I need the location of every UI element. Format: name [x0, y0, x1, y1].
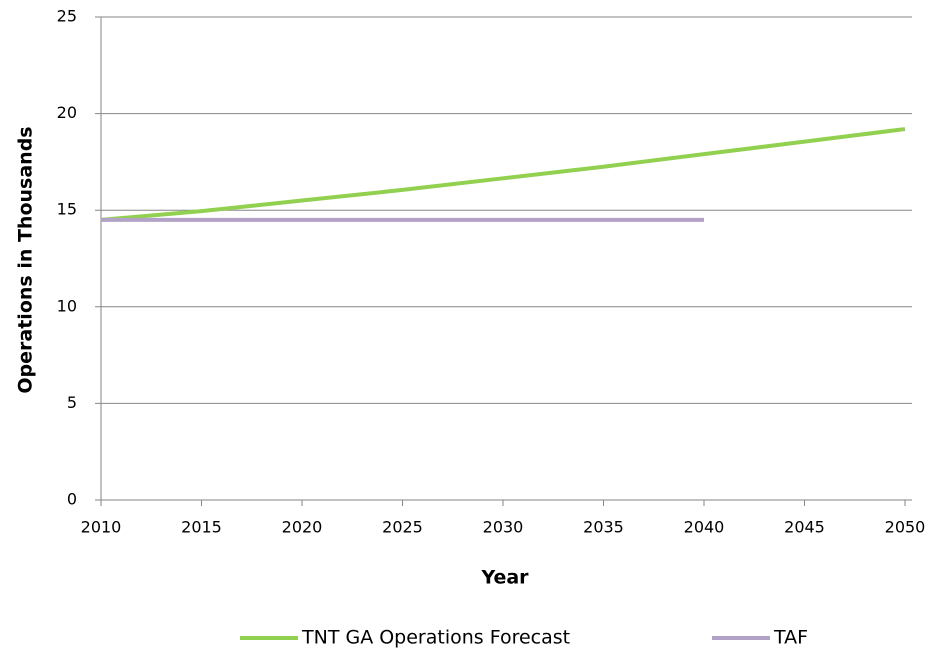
x-axis-label: Year — [480, 567, 529, 589]
legend-label: TAF — [773, 627, 808, 649]
legend-label: TNT GA Operations Forecast — [301, 627, 570, 649]
y-tick-label: 20 — [57, 103, 77, 122]
y-tick-label: 25 — [57, 7, 77, 26]
y-axis-label: Operations in Thousands — [15, 126, 37, 393]
y-tick-label: 15 — [57, 200, 77, 219]
x-tick-label: 2035 — [583, 518, 624, 537]
y-tick-label: 5 — [67, 393, 77, 412]
x-tick-label: 2025 — [382, 518, 423, 537]
x-tick-label: 2020 — [282, 518, 323, 537]
x-tick-label: 2015 — [181, 518, 222, 537]
line — [100, 127, 906, 222]
x-tick-label: 2040 — [684, 518, 725, 537]
x-tick-label: 2050 — [885, 518, 926, 537]
x-tick-label: 2045 — [784, 518, 825, 537]
x-tick-label: 2030 — [483, 518, 524, 537]
y-tick-label: 10 — [57, 296, 77, 315]
x-tick-label: 2010 — [81, 518, 122, 537]
y-tick-label: 0 — [67, 490, 77, 509]
